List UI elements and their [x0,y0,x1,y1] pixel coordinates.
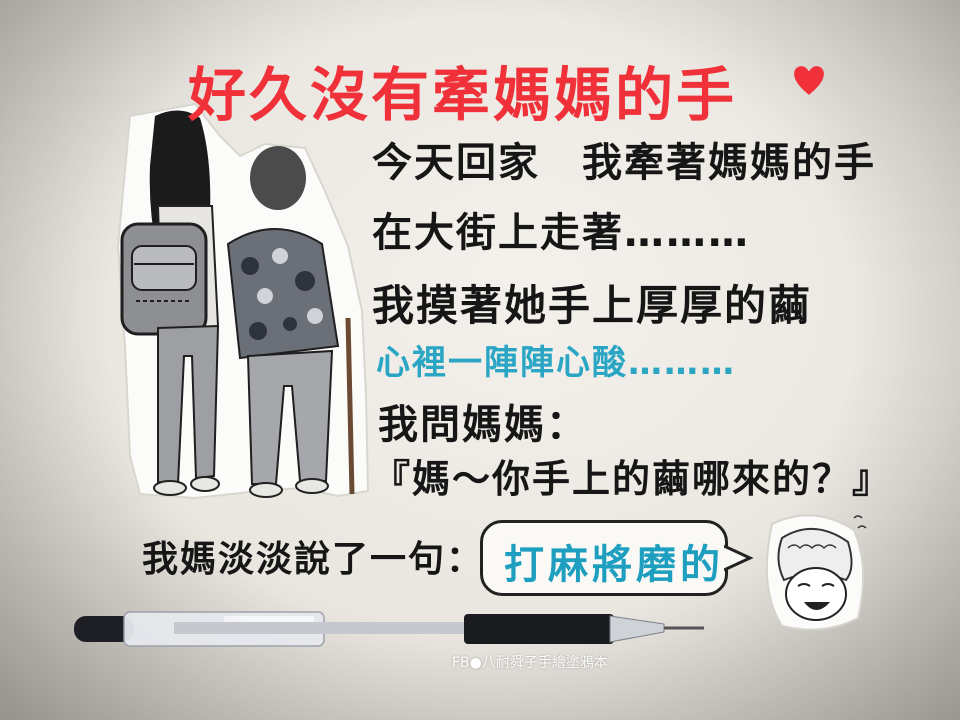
story-line-4: 心裡一陣陣心酸……… [376,343,736,383]
speech-bubble [480,520,728,596]
heart-icon [794,66,824,95]
story-line-7: 我媽淡淡說了一句： [142,539,485,580]
story-line-5: 我問媽媽： [378,402,588,448]
speech-bubble-tail [724,544,754,572]
page-title: 好久沒有牽媽媽的手 [188,61,738,129]
story-line-6: 『媽～你手上的繭哪來的？』 [372,457,893,501]
watermark: FB●八耐舜子手繪塗鴉本 [452,655,608,671]
grandma-face-illustration [765,514,867,631]
walking-figures-illustration [116,102,370,500]
gel-pen [74,611,704,647]
story-line-1: 今天回家 我牽著媽媽的手 [372,140,876,186]
speech-bubble-text: 打麻將磨的 [504,542,724,588]
story-line-2: 在大街上走著……… [372,210,750,256]
story-line-3: 我摸著她手上厚厚的繭 [372,281,813,330]
